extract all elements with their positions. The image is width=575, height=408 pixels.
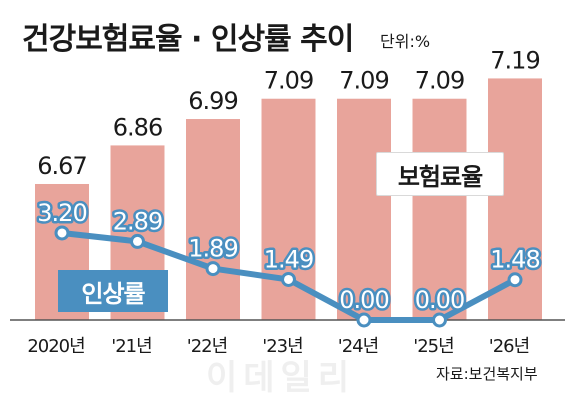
bar-5 [412,98,467,320]
bar-value-label-1: 6.86 [113,113,162,141]
line-value-label-4: 0.00 [339,286,388,314]
bar-value-label-3: 7.09 [264,67,313,95]
watermark: 이데일리 [206,358,356,398]
line-value-label-1: 2.89 [113,207,162,235]
legend-label-premium-rate: 보험료율 [376,152,504,196]
bar-value-label-6: 7.19 [490,46,539,74]
source-note: 자료:보건복지부 [436,365,538,383]
bar-value-label-2: 6.99 [188,87,237,115]
x-tick-label-5: '25년 [413,336,453,357]
bar-4 [337,98,391,320]
bar-value-label-0: 6.67 [37,152,86,180]
line-value-label-6: 1.48 [490,246,539,274]
line-point-3 [281,271,296,287]
x-tick-label-2: '22년 [187,336,227,357]
bar-value-label-5: 7.09 [415,67,464,95]
line-value-label-0: 3.20 [37,199,86,227]
x-tick-label-6: '26년 [489,336,529,357]
x-tick-label-3: '23년 [262,336,302,357]
line-value-label-2: 1.89 [188,235,237,263]
bar-2 [186,119,240,320]
line-value-label-5: 0.00 [415,286,464,314]
chart-title: 건강보험료율 · 인상률 추이 [22,22,354,57]
legend-label-increase-rate: 인상률 [58,270,168,312]
line-point-6 [507,272,523,288]
line-point-1 [130,233,145,249]
bar-value-label-4: 7.09 [339,67,388,95]
line-point-0 [54,225,70,241]
line-point-4 [356,312,372,328]
x-tick-label-4: '24년 [338,336,378,357]
unit-label: 단위:% [380,32,431,51]
line-point-2 [205,261,221,277]
line-value-label-3: 1.49 [264,245,313,273]
line-point-5 [432,312,447,328]
x-tick-label-0: 2020년 [27,336,84,357]
x-tick-label-1: '21년 [111,336,151,357]
